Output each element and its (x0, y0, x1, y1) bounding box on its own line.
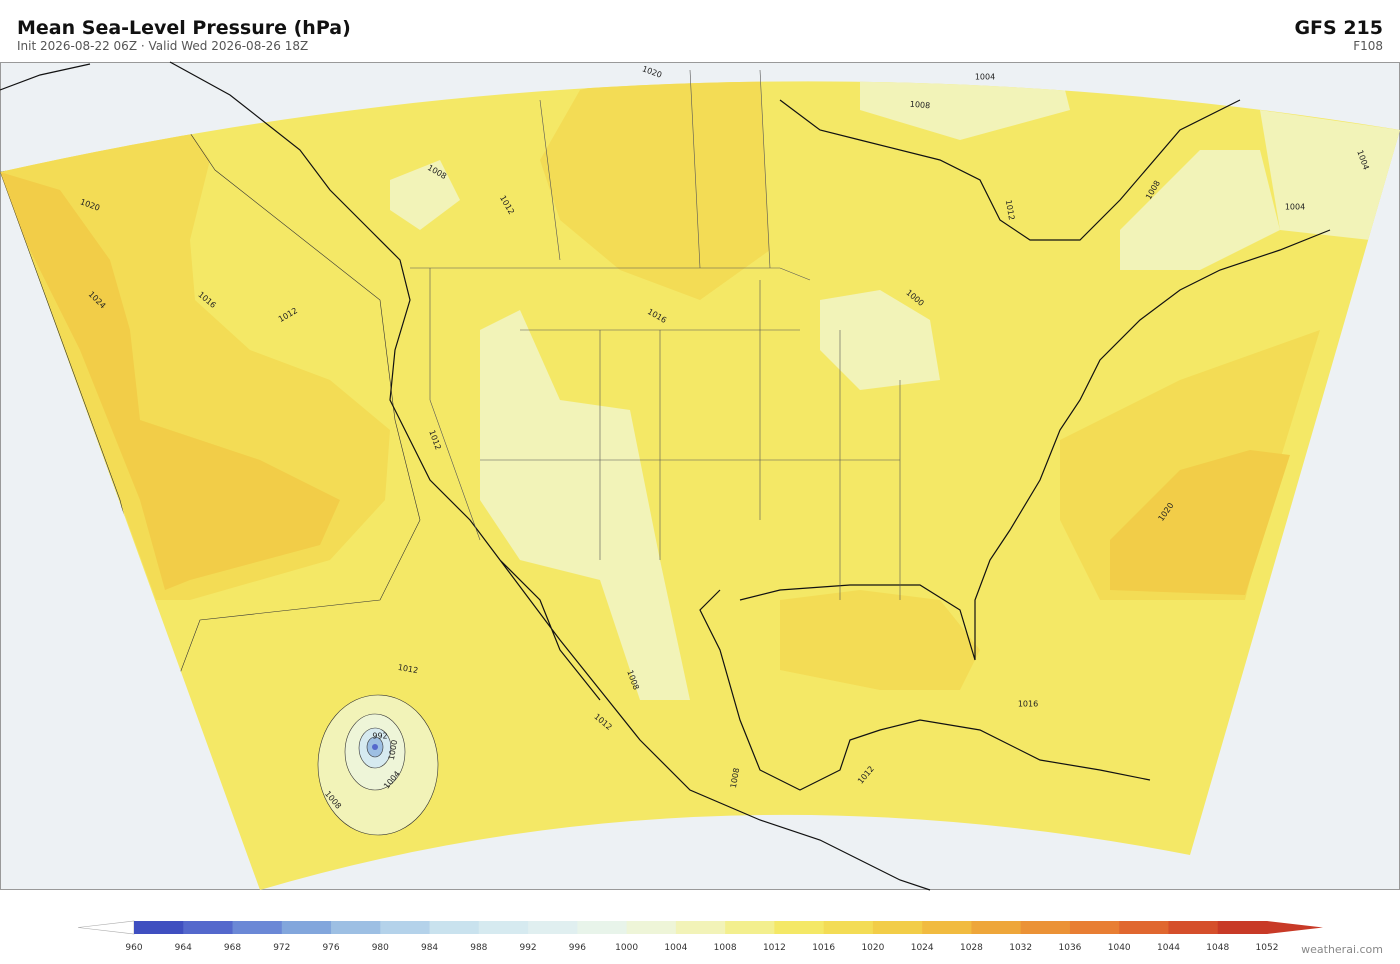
model-name: GFS 215 (1294, 17, 1383, 39)
colorbar-tick-label: 996 (569, 943, 586, 953)
low-region (390, 160, 460, 230)
colorbar-tick-label: 976 (322, 943, 339, 953)
high-region (1110, 450, 1290, 595)
colorbar-tick-label: 960 (125, 943, 142, 953)
colorbar-bin (380, 921, 431, 934)
colorbar-tick-label: 1040 (1108, 943, 1131, 953)
colorbar-tick-label: 964 (175, 943, 192, 953)
colorbar-bin (331, 921, 381, 934)
colorbar-bin (774, 921, 825, 934)
colorbar-tick-label: 1016 (812, 943, 835, 953)
colorbar-bin (626, 921, 677, 934)
colorbar-bin (725, 921, 775, 934)
colorbar-bin (134, 921, 184, 934)
colorbar-bin (1168, 921, 1219, 934)
low-region (860, 81, 1070, 140)
colorbar-tick-label: 980 (372, 943, 389, 953)
colorbar-tick-label: 1024 (911, 943, 934, 953)
colorbar-tick-label: 992 (519, 943, 536, 953)
colorbar-bin (872, 921, 923, 934)
pressure-field (0, 81, 1400, 891)
colorbar-bin (1217, 921, 1268, 934)
low-region (1120, 150, 1280, 270)
colorbar-bin (183, 921, 234, 934)
colorbar-tick-label: 1048 (1206, 943, 1229, 953)
low-region (480, 310, 690, 700)
contour-label: 992 (372, 732, 387, 741)
colorbar-tick-label: 1028 (960, 943, 983, 953)
high-region (780, 590, 980, 690)
colorbar-bin (1069, 921, 1120, 934)
colorbar-bin (823, 921, 874, 934)
contour-label: 1004 (975, 73, 995, 82)
contour-label: 1000 (387, 739, 399, 761)
colorbar-tick-label: 1052 (1256, 943, 1279, 953)
contour-label: 1012 (397, 663, 419, 675)
colorbar-bin (232, 921, 283, 934)
hurricane-eye (372, 744, 378, 750)
coastline (0, 61, 1331, 891)
political-borders (410, 69, 901, 600)
contour-label: 1008 (909, 100, 930, 111)
title: Mean Sea-Level Pressure (hPa) (17, 17, 351, 39)
colorbar-bin (675, 921, 726, 934)
colorbar-extend-low (77, 920, 135, 935)
high-region (540, 81, 770, 300)
contour-label: 1004 (1285, 203, 1305, 212)
colorbar-tick-label: 988 (470, 943, 487, 953)
colorbar-tick-label: 1000 (615, 943, 638, 953)
low-region (820, 290, 940, 390)
colorbar-bin (577, 921, 628, 934)
colorbar-bin (429, 921, 480, 934)
colorbar-tick-label: 968 (224, 943, 241, 953)
colorbar-extend-high (1267, 921, 1323, 934)
colorbar-bin (922, 921, 972, 934)
colorbar-bin (478, 921, 529, 934)
colorbar-bin (528, 921, 578, 934)
high-region (0, 172, 340, 590)
forecast-hour: F108 (1353, 39, 1383, 53)
colorbar-tick-label: 972 (273, 943, 290, 953)
subtitle: Init 2026-08-22 06Z · Valid Wed 2026-08-… (17, 39, 308, 53)
colorbar-tick-label: 984 (421, 943, 438, 953)
colorbar-bin (1020, 921, 1071, 934)
pressure-shading (0, 81, 1400, 836)
contour-label: 1012 (1004, 199, 1016, 221)
colorbar: 960 964 968 972 976 980 984 988 992 996 1000 1004 10… (77, 920, 1323, 953)
colorbar-tick-label: 1004 (664, 943, 687, 953)
credit: weatherai.com (1301, 943, 1383, 956)
colorbar-tick-label: 1032 (1009, 943, 1032, 953)
contour-label: 1008 (729, 767, 741, 789)
colorbar-tick-label: 1012 (763, 943, 786, 953)
colorbar-tick-label: 1036 (1059, 943, 1082, 953)
colorbar-tick-label: 1008 (714, 943, 737, 953)
colorbar-tick-label: 1044 (1157, 943, 1180, 953)
colorbar-bin (971, 921, 1022, 934)
colorbar-bin (1119, 921, 1169, 934)
colorbar-tick-label: 1020 (861, 943, 884, 953)
colorbar-bin (281, 921, 332, 934)
low-region (1260, 110, 1400, 240)
contour-label: 1016 (1018, 700, 1038, 709)
